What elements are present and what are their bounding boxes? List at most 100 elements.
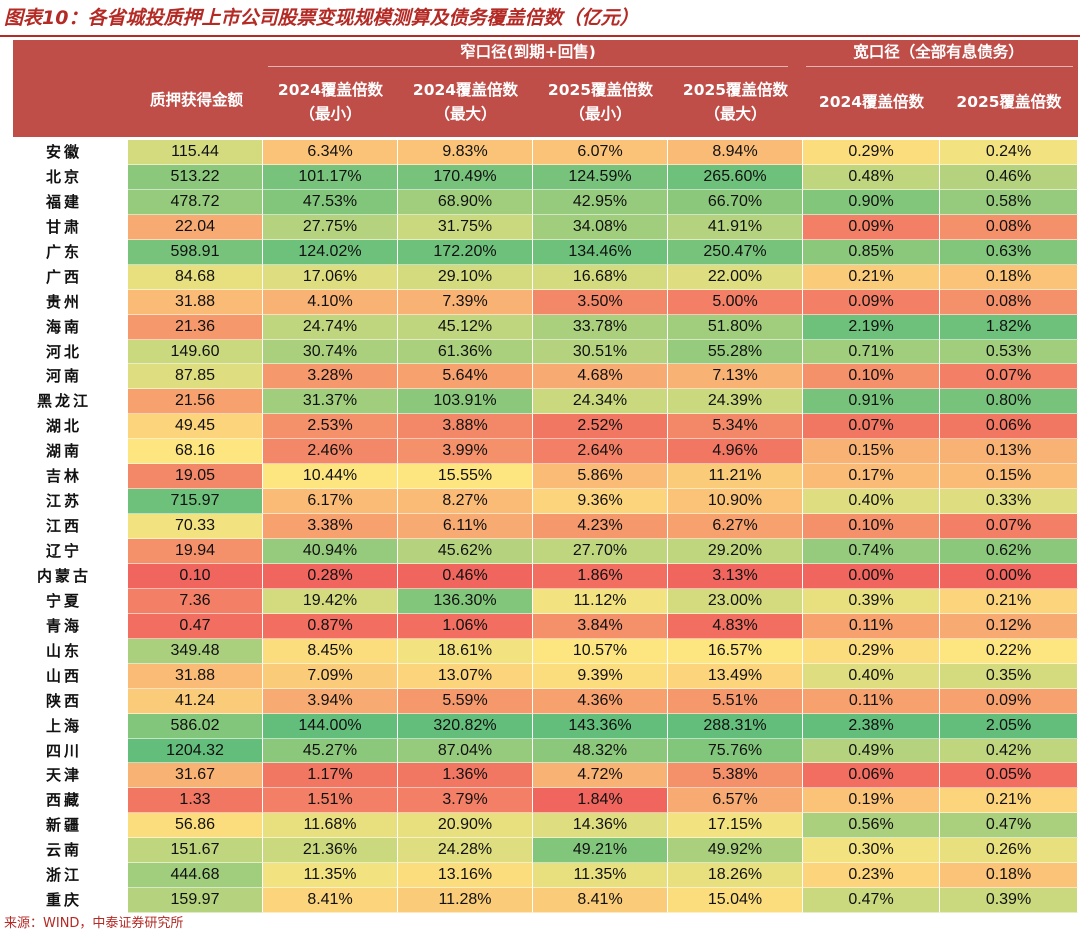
cell-wide-2024: 0.91% [803, 389, 940, 415]
cell-pledge-amount: 41.24 [128, 688, 263, 714]
cell-2024-min: 1.17% [263, 763, 398, 789]
cell-wide-2024: 0.48% [803, 164, 940, 190]
cell-pledge-amount: 21.56 [128, 389, 263, 415]
cell-2025-min: 3.50% [533, 289, 668, 315]
cell-wide-2025: 0.33% [940, 489, 1078, 515]
cell-2025-max: 24.39% [668, 389, 803, 415]
cell-2025-max: 51.80% [668, 314, 803, 340]
cell-pledge-amount: 444.68 [128, 863, 263, 889]
cell-2024-max: 61.36% [398, 339, 533, 365]
cell-2024-max: 1.06% [398, 613, 533, 639]
cell-2024-min: 7.09% [263, 663, 398, 689]
table-row: 辽宁 19.94 40.94% 45.62% 27.70% 29.20% 0.74% 0.62… [0, 539, 1080, 564]
cell-wide-2024: 0.29% [803, 638, 940, 664]
cell-2025-min: 42.95% [533, 189, 668, 215]
cell-wide-2025: 0.06% [940, 414, 1078, 440]
cell-2024-min: 6.17% [263, 489, 398, 515]
cell-2025-max: 5.34% [668, 414, 803, 440]
cell-2025-max: 6.27% [668, 514, 803, 539]
cell-2025-max: 55.28% [668, 339, 803, 365]
cell-2024-max: 136.30% [398, 588, 533, 614]
cell-2024-max: 29.10% [398, 264, 533, 290]
cell-2025-max: 66.70% [668, 189, 803, 215]
cell-2025-max: 5.51% [668, 688, 803, 714]
cell-2024-max: 15.55% [398, 464, 533, 490]
cell-2024-min: 0.28% [263, 563, 398, 589]
province-label: 吉林 [45, 467, 82, 486]
cell-wide-2024: 0.06% [803, 763, 940, 789]
header-col-2025-min: 2025覆盖倍数 （最小） [547, 81, 654, 123]
cell-2025-max: 11.21% [668, 464, 803, 490]
cell-pledge-amount: 1204.32 [128, 738, 263, 764]
cell-2025-min: 143.36% [533, 713, 668, 739]
cell-2024-max: 3.88% [398, 414, 533, 440]
table-row: 宁夏 7.36 19.42% 136.30% 11.12% 23.00% 0.39% 0.21… [0, 588, 1080, 614]
province-label: 湖南 [45, 442, 82, 461]
cell-wide-2024: 0.40% [803, 663, 940, 689]
cell-wide-2024: 0.90% [803, 189, 940, 215]
cell-pledge-amount: 159.97 [128, 888, 263, 914]
cell-2025-max: 15.04% [668, 888, 803, 914]
table-row: 云南 151.67 21.36% 24.28% 49.21% 49.92% 0.30% 0.2… [0, 838, 1080, 864]
cell-pledge-amount: 31.88 [128, 663, 263, 689]
cell-wide-2024: 0.17% [803, 464, 940, 490]
cell-2025-max: 23.00% [668, 588, 803, 614]
cell-2025-max: 17.15% [668, 813, 803, 839]
cell-2025-max: 49.92% [668, 838, 803, 864]
cell-2025-max: 16.57% [668, 638, 803, 664]
table-row: 天津 31.67 1.17% 1.36% 4.72% 5.38% 0.06% 0.05% [0, 763, 1080, 789]
cell-wide-2025: 0.21% [940, 588, 1078, 614]
figure-title: 图表10：各省城投质押上市公司股票变现规模测算及债务覆盖倍数（亿元） [4, 7, 639, 29]
cell-2024-min: 1.51% [263, 788, 398, 814]
province-label: 江西 [45, 517, 82, 536]
cell-pledge-amount: 115.44 [128, 140, 263, 165]
cell-2024-max: 9.83% [398, 140, 533, 165]
cell-2025-min: 48.32% [533, 738, 668, 764]
cell-pledge-amount: 68.16 [128, 439, 263, 465]
cell-2025-min: 27.70% [533, 539, 668, 564]
cell-2025-min: 14.36% [533, 813, 668, 839]
cell-wide-2024: 0.09% [803, 289, 940, 315]
cell-2024-min: 47.53% [263, 189, 398, 215]
cell-2024-min: 3.94% [263, 688, 398, 714]
province-label: 辽宁 [45, 542, 82, 560]
cell-2025-max: 41.91% [668, 214, 803, 240]
table-row: 河南 87.85 3.28% 5.64% 4.68% 7.13% 0.10% 0.07% [0, 364, 1080, 390]
table-row: 海南 21.36 24.74% 45.12% 33.78% 51.80% 2.19% 1.82… [0, 314, 1080, 340]
cell-wide-2024: 0.49% [803, 738, 940, 764]
province-label: 天津 [45, 766, 82, 785]
cell-2025-min: 5.86% [533, 464, 668, 490]
table-row: 甘肃 22.04 27.75% 31.75% 34.08% 41.91% 0.09% 0.08… [0, 214, 1080, 240]
cell-wide-2025: 0.58% [940, 189, 1078, 215]
province-label: 新疆 [45, 816, 82, 835]
cell-pledge-amount: 31.67 [128, 763, 263, 789]
cell-pledge-amount: 19.94 [128, 539, 263, 564]
cell-2024-max: 13.07% [398, 663, 533, 689]
cell-wide-2025: 0.24% [940, 140, 1078, 165]
province-label: 江苏 [45, 492, 82, 511]
cell-wide-2025: 0.08% [940, 289, 1078, 315]
cell-2024-min: 2.46% [263, 439, 398, 465]
cell-2024-min: 40.94% [263, 539, 398, 564]
title-rule [0, 35, 1080, 37]
cell-2025-max: 5.38% [668, 763, 803, 789]
cell-2024-max: 87.04% [398, 738, 533, 764]
cell-wide-2024: 0.23% [803, 863, 940, 889]
province-label: 贵州 [45, 292, 82, 311]
table-row: 广东 598.91 124.02% 172.20% 134.46% 250.47% 0.85… [0, 239, 1080, 265]
table-row: 上海 586.02 144.00% 320.82% 143.36% 288.31% 2.38… [0, 713, 1080, 739]
header-col-2025-max: 2025覆盖倍数 （最大） [682, 81, 789, 123]
cell-pledge-amount: 715.97 [128, 489, 263, 515]
cell-wide-2024: 0.30% [803, 838, 940, 864]
province-label: 西藏 [45, 791, 82, 810]
cell-2024-min: 24.74% [263, 314, 398, 340]
cell-pledge-amount: 586.02 [128, 713, 263, 739]
cell-wide-2025: 0.13% [940, 439, 1078, 465]
source-note: 来源：WIND，中泰证券研究所 [4, 916, 184, 931]
table-row: 江西 70.33 3.38% 6.11% 4.23% 6.27% 0.10% 0.07% [0, 514, 1080, 539]
cell-wide-2024: 0.29% [803, 140, 940, 165]
province-label: 河北 [45, 342, 82, 361]
table-row: 北京 513.22 101.17% 170.49% 124.59% 265.60% 0.48… [0, 164, 1080, 190]
table-row: 浙江 444.68 11.35% 13.16% 11.35% 18.26% 0.23% 0.1… [0, 863, 1080, 889]
cell-2025-min: 4.68% [533, 364, 668, 390]
